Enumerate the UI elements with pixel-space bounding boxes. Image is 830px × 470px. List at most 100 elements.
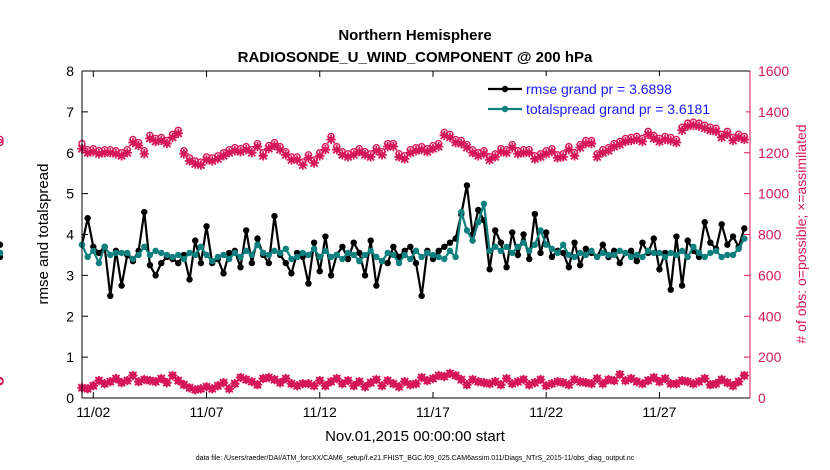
obs-assimilated-lower-marker: [456, 374, 466, 385]
obs-assimilated-lower-marker: [343, 375, 353, 386]
totalspread-series-point: [639, 253, 646, 261]
totalspread-series-point: [310, 245, 318, 253]
totalspread-series-point: [526, 247, 533, 255]
y2-tick-label: 600: [758, 267, 782, 283]
obs-assimilated-lower-marker: [111, 373, 121, 384]
y-tick-label: 8: [66, 63, 74, 79]
rmse-series-point: [350, 239, 357, 246]
totalspread-series-point: [0, 249, 4, 257]
totalspread-series-point: [667, 249, 674, 257]
x-tick-label: 11/02: [76, 404, 110, 420]
obs-assimilated-lower-marker: [694, 376, 704, 387]
totalspread-series-point: [576, 249, 584, 257]
rmse-series-point: [633, 257, 640, 265]
rmse-series-point: [441, 243, 448, 250]
obs-assimilated-upper-marker: [654, 136, 665, 147]
obs-assimilated-lower-marker: [349, 381, 359, 391]
obs-assimilated-lower-marker: [479, 377, 489, 388]
obs-assimilated-lower-marker: [649, 372, 659, 383]
rmse-series-point: [95, 249, 103, 257]
obs-assimilated-lower-marker: [213, 381, 223, 391]
obs-assimilated-lower-marker: [247, 376, 257, 387]
obs-assimilated-upper-marker: [496, 147, 506, 157]
y2-tick-label: 1000: [758, 186, 789, 202]
obs-assimilated-upper-marker: [162, 138, 172, 149]
obs-assimilated-upper-marker: [337, 150, 348, 160]
obs-assimilated-lower-marker: [558, 377, 568, 388]
obs-assimilated-lower-marker: [490, 376, 500, 387]
totalspread-series-point: [401, 251, 408, 259]
totalspread-series-point: [84, 253, 91, 261]
obs-assimilated-upper-marker: [620, 136, 631, 147]
totalspread-series-point: [650, 249, 657, 257]
totalspread-series-point: [446, 247, 454, 255]
obs-assimilated-upper-marker: [711, 126, 721, 136]
obs-assimilated-upper-marker: [128, 137, 138, 148]
obs-assimilated-upper-marker: [422, 147, 433, 157]
totalspread-series-point: [588, 247, 595, 255]
totalspread-series-point: [633, 251, 640, 259]
totalspread-series-point: [112, 249, 120, 257]
totalspread-series-point: [661, 253, 669, 261]
obs-assimilated-upper-marker: [105, 148, 115, 158]
rmse-series-point: [582, 245, 590, 253]
totalspread-series-point: [333, 251, 340, 259]
chart-title: Northern Hemisphere: [338, 27, 491, 44]
totalspread-series-point: [599, 249, 607, 257]
totalspread-series-point: [158, 249, 165, 257]
obs-assimilated-upper-marker: [184, 156, 195, 166]
obs-assimilated-lower-marker: [360, 382, 370, 392]
obs-assimilated-upper-marker: [694, 121, 704, 131]
obs-assimilated-upper-marker: [241, 145, 251, 155]
plot-background: [82, 71, 750, 398]
y-tick-label: 4: [66, 227, 74, 243]
obs-assimilated-lower-marker: [513, 376, 523, 387]
rmse-series-point: [526, 255, 533, 263]
y-tick-label: 5: [66, 186, 74, 202]
totalspread-series-point: [327, 253, 335, 261]
obs-assimilated-upper-marker: [615, 139, 625, 150]
totalspread-series-point: [225, 255, 233, 263]
totalspread-series-point: [520, 239, 527, 246]
obs-assimilated-lower-marker: [632, 376, 642, 387]
rmse-series-point: [373, 282, 380, 289]
obs-assimilated-upper-marker: [728, 135, 738, 146]
rmse-series-point: [203, 223, 210, 230]
totalspread-series-point: [656, 249, 663, 257]
obs-assimilated-lower-marker: [467, 374, 478, 385]
obs-assimilated-lower-marker: [303, 379, 314, 389]
obs-assimilated-upper-marker: [439, 130, 449, 141]
obs-assimilated-upper-marker: [116, 151, 127, 161]
rmse-series-point: [327, 272, 335, 279]
rmse-series-point: [667, 286, 674, 293]
totalspread-series-point: [497, 247, 505, 255]
rmse-series-point: [225, 249, 233, 257]
totalspread-series-point: [735, 245, 742, 253]
obs-assimilated-upper-marker: [343, 152, 353, 162]
obs-assimilated-upper-marker: [524, 148, 534, 158]
rmse-series-point: [361, 272, 369, 279]
rmse-series-point: [565, 264, 573, 271]
obs-assimilated-lower-marker: [620, 375, 631, 386]
rmse-series-point: [531, 210, 539, 218]
totalspread-series-point: [356, 257, 363, 265]
totalspread-series-point: [509, 249, 516, 257]
totalspread-series-point: [458, 208, 465, 216]
totalspread-series-point: [712, 247, 720, 255]
obs-assimilated-lower-marker: [252, 380, 263, 390]
totalspread-series-point: [242, 247, 250, 255]
obs-assimilated-lower-marker: [700, 373, 710, 384]
totalspread-series-point: [559, 241, 567, 248]
obs-assimilated-upper-marker: [569, 151, 580, 161]
obs-assimilated-upper-marker: [416, 145, 427, 155]
totalspread-series-point: [373, 253, 380, 261]
rmse-series-point: [310, 239, 318, 246]
obs-assimilated-lower-marker: [524, 380, 534, 390]
obs-assimilated-lower-marker: [422, 375, 433, 386]
rmse-series-point: [463, 182, 471, 189]
rmse-series-point: [305, 280, 312, 287]
obs-assimilated-lower-marker: [162, 377, 172, 388]
y-tick-label: 3: [66, 267, 74, 283]
obs-assimilated-upper-marker: [150, 136, 161, 147]
totalspread-series-point: [695, 249, 703, 257]
